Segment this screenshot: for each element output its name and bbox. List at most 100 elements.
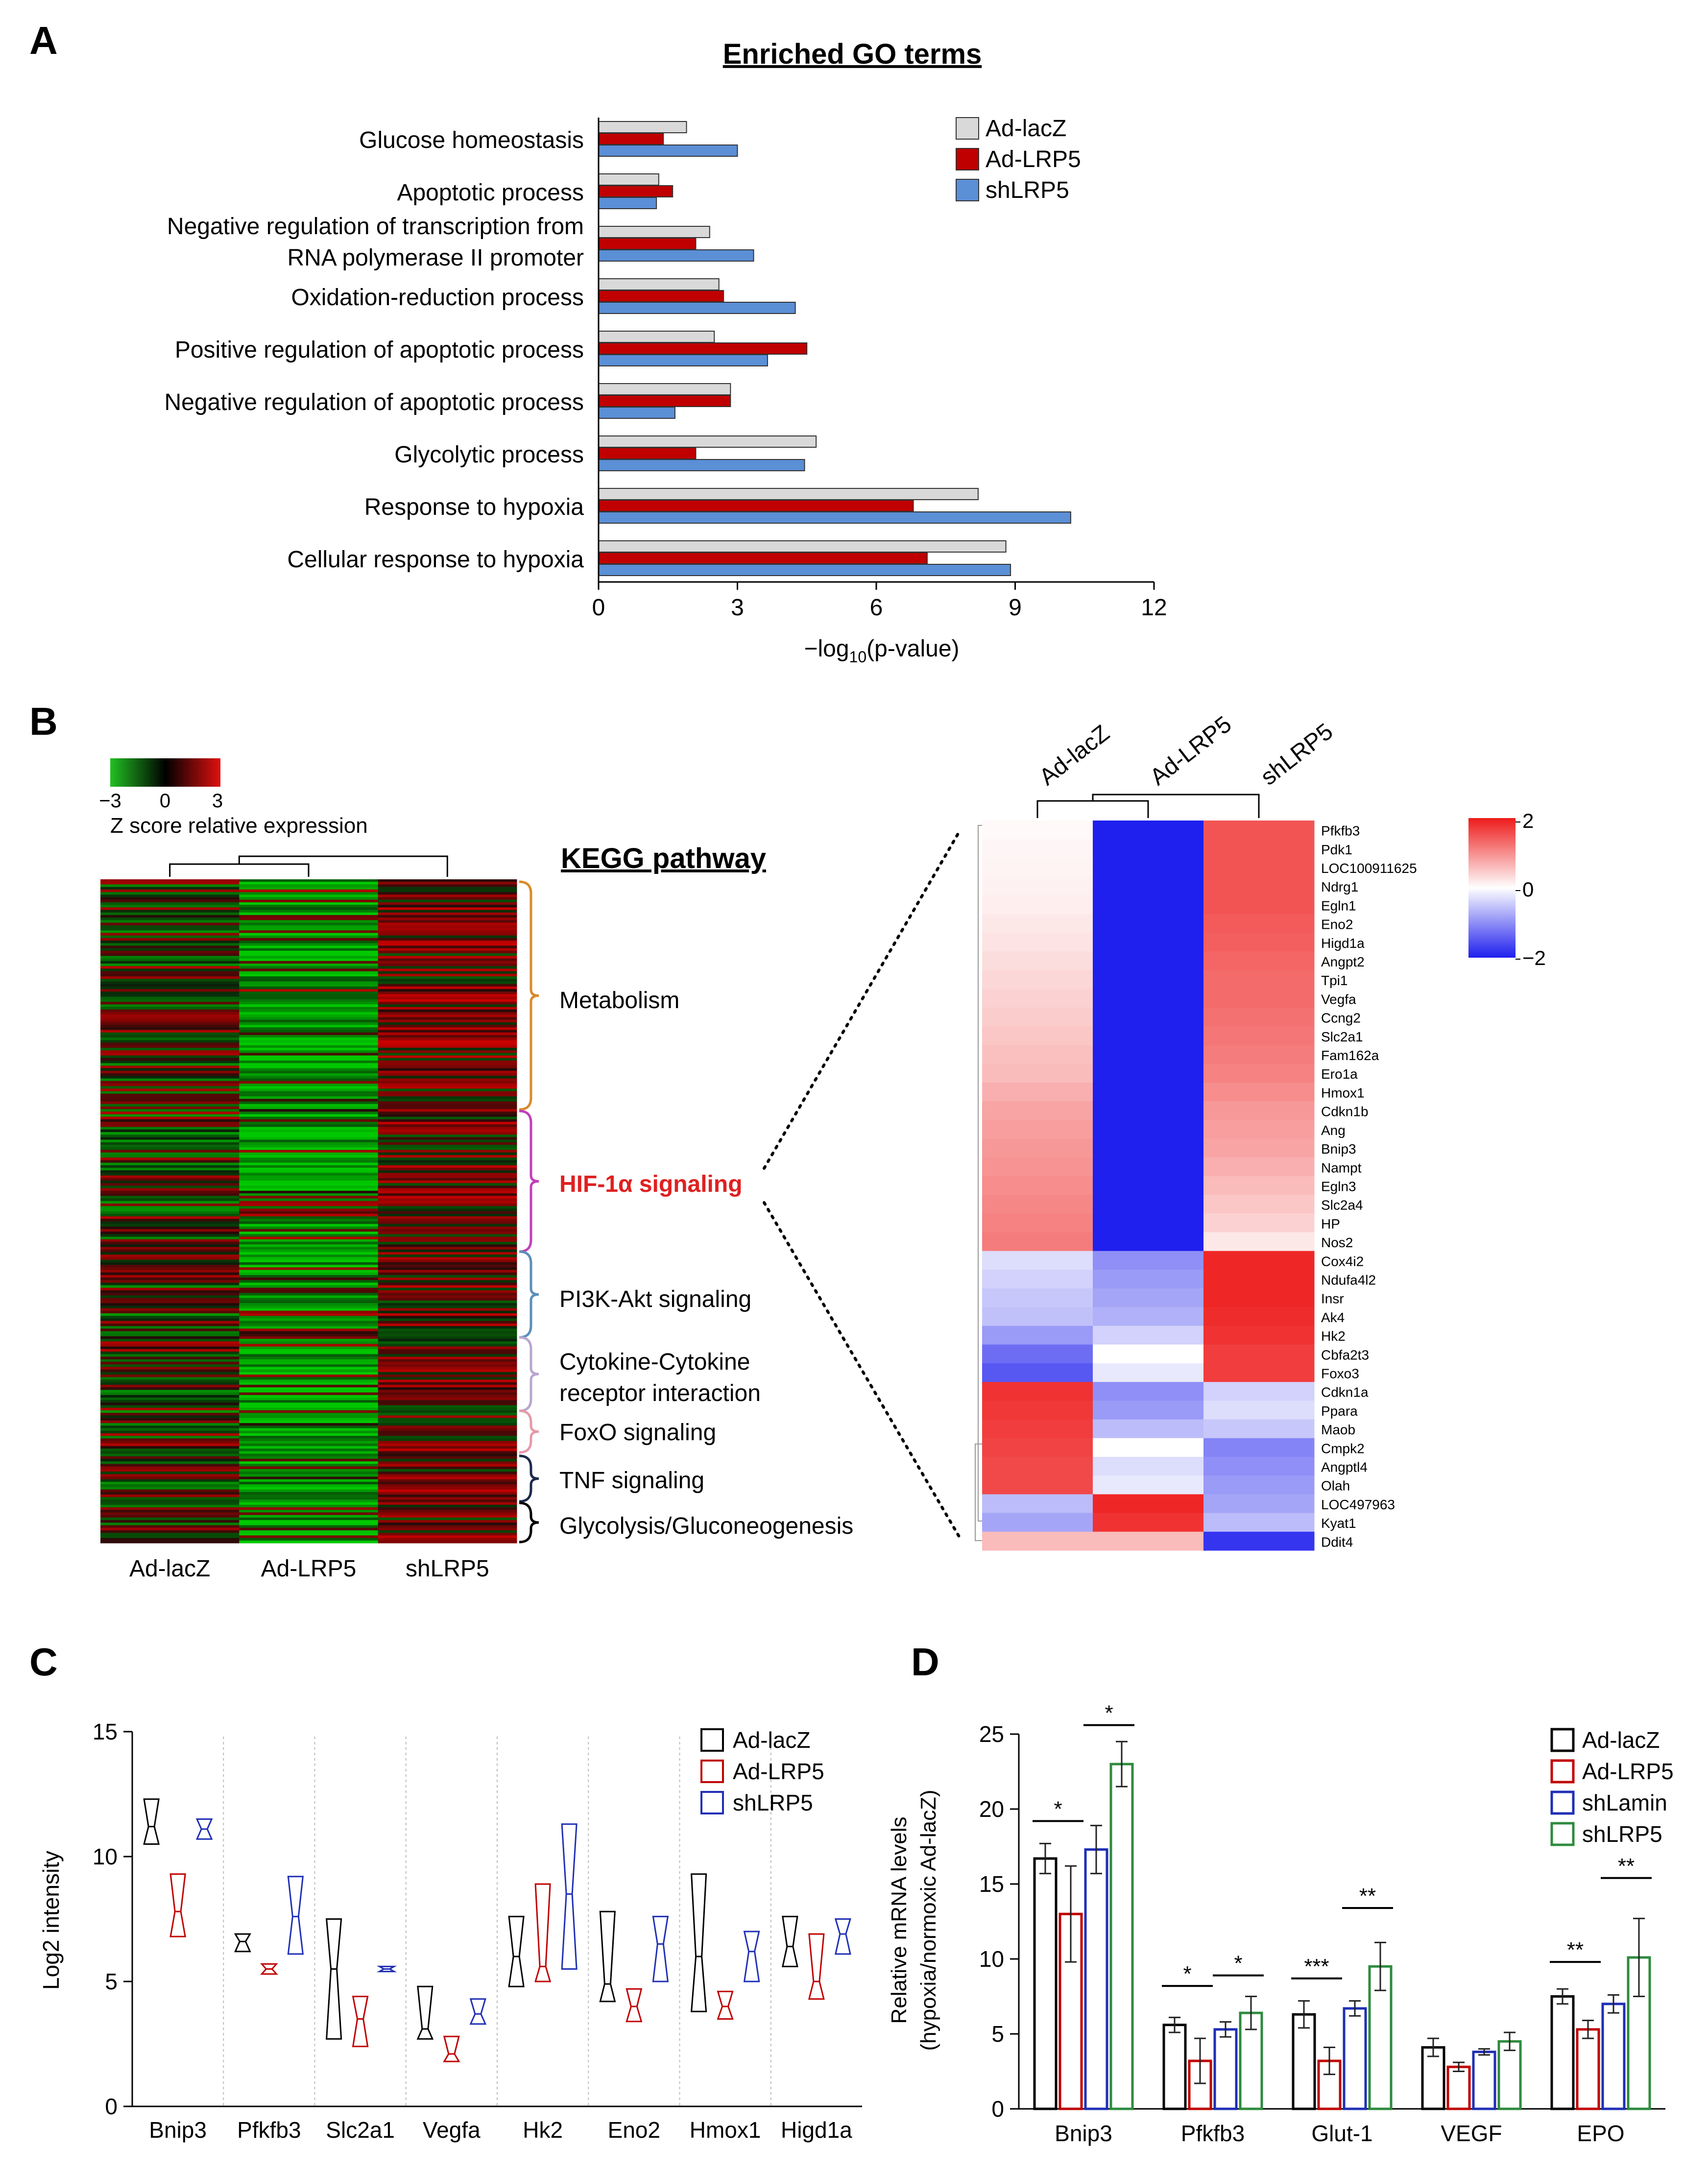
mrna-error-bar [1427, 2037, 1439, 2057]
heatmap-cell [100, 1017, 240, 1020]
gene-heatmap-cell [1203, 1101, 1315, 1120]
heatmap-cell [239, 1413, 379, 1416]
heatmap-cell [239, 1196, 379, 1199]
heatmap-cell [239, 1175, 379, 1179]
heatmap-cell [378, 1124, 517, 1128]
heatmap-cell [100, 994, 240, 997]
heatmap-cell [378, 1367, 517, 1370]
heatmap-cell [100, 1244, 240, 1247]
go-bar-ad-lacz [598, 540, 1007, 553]
gene-heatmap-cell [1093, 1232, 1204, 1252]
heatmap-cell [239, 1025, 379, 1028]
box-ad-lacz [782, 1915, 798, 1967]
heatmap-cell [378, 1058, 517, 1061]
gene-heatmap-cell [1203, 1344, 1315, 1364]
heatmap-cell [239, 1040, 379, 1043]
significance-label: * [1054, 1797, 1062, 1821]
heatmap-cell [378, 1321, 517, 1324]
colorbar-tick-min: −3 [99, 790, 121, 812]
gene-label: Ccng2 [1321, 1011, 1361, 1026]
heatmap-cell [239, 1472, 379, 1474]
heatmap-cell [239, 1538, 379, 1541]
heatmap-cell [100, 1400, 240, 1403]
heatmap-cell [239, 1073, 379, 1076]
heatmap-cell [100, 1234, 240, 1237]
mrna-error-bar [1169, 2016, 1180, 2033]
box-shlrp5 [834, 1918, 851, 1955]
heatmap-cell [239, 1430, 379, 1434]
heatmap-cell [378, 1083, 517, 1087]
heatmap-cell [100, 938, 240, 941]
pathway-label: Cytokine-Cytokine [559, 1349, 750, 1375]
heatmap-cell [378, 1262, 517, 1265]
box-shlrp5 [469, 1998, 487, 2025]
heatmap-cell [239, 1058, 379, 1061]
heatmap-cell [378, 1278, 517, 1280]
zoom-line-bottom [763, 1201, 962, 1540]
heatmap-cell [378, 1076, 517, 1079]
heatmap-column-1 [100, 879, 240, 1544]
heatmap-cell [378, 1379, 517, 1383]
heatmap-cell [239, 1083, 379, 1087]
mrna-error-bar [1298, 2000, 1310, 2029]
gene-heatmap-cell [982, 1195, 1093, 1214]
heatmap-cell [100, 897, 240, 900]
heatmap-cell [239, 1287, 379, 1291]
heatmap-cell [378, 1489, 517, 1493]
heatmap-cell [239, 1461, 379, 1464]
heatmap-cell [100, 1145, 240, 1148]
go-bar-ad-lrp5 [598, 552, 928, 564]
heatmap-cell [378, 1180, 517, 1184]
heatmap-cell [378, 976, 517, 979]
gene-heatmap-cell [1203, 1138, 1315, 1158]
gene-heatmap-cell [982, 821, 1093, 840]
heatmap-cell [239, 1331, 379, 1334]
heatmap-cell [378, 1255, 517, 1257]
heatmap-cell [378, 973, 517, 977]
heatmap-cell [100, 1527, 240, 1531]
box-ad-lrp5 [169, 1873, 186, 1937]
heatmap-cell [239, 1219, 379, 1222]
mrna-error-bar [1478, 2048, 1490, 2056]
heatmap-cell [378, 1053, 517, 1056]
heatmap-cell [378, 1316, 517, 1319]
heatmap-cell [378, 1487, 517, 1490]
heatmap-cell [378, 1428, 517, 1431]
mrna-error-bar [1220, 2021, 1231, 2038]
heatmap-cell [100, 1456, 240, 1459]
heatmap-cell [239, 1038, 379, 1040]
heatmap-cell [100, 1203, 240, 1207]
gene-heatmap-cell [1203, 821, 1315, 840]
gene-heatmap-cell [982, 1363, 1093, 1382]
heatmap-cell [100, 1216, 240, 1219]
heatmap-cell [100, 1058, 240, 1061]
mrna-error-bar [1245, 1996, 1257, 2030]
gene-heatmap-cell [982, 1438, 1093, 1457]
heatmap-cell [378, 1196, 517, 1199]
significance-label: ** [1567, 1938, 1584, 1962]
mrna-category-label: EPO [1577, 2121, 1624, 2146]
go-bar-ad-lacz [598, 435, 817, 448]
heatmap-cell [378, 1152, 517, 1156]
heatmap-cell [100, 1492, 240, 1495]
heatmap-cell [100, 1313, 240, 1316]
heatmap-cell [100, 1293, 240, 1296]
heatmap-cell [239, 1321, 379, 1324]
heatmap-cell [239, 1456, 379, 1459]
heatmap-cell [100, 979, 240, 982]
heatmap-cell [100, 1061, 240, 1063]
gene-label: Ak4 [1321, 1310, 1345, 1325]
heatmap-cell [378, 1078, 517, 1082]
heatmap-cell [100, 1290, 240, 1293]
gene-heatmap-cell [1203, 1363, 1315, 1382]
heatmap-cell [239, 1290, 379, 1293]
heatmap-cell [239, 1190, 379, 1194]
heatmap-cell [239, 1055, 379, 1059]
heatmap-cell [378, 1211, 517, 1214]
heatmap-cell [100, 1173, 240, 1176]
heatmap-cell [239, 1535, 379, 1539]
heatmap-cell [378, 912, 517, 916]
heatmap-cell [378, 1308, 517, 1311]
heatmap-cell [239, 1076, 379, 1079]
heatmap-cell [239, 1449, 379, 1451]
